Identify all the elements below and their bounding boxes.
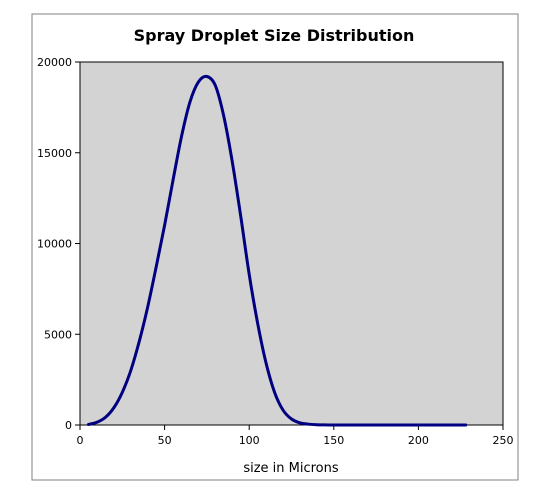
plot-area bbox=[79, 61, 504, 426]
y-axis: 0 5000 10000 15000 20000 bbox=[37, 56, 80, 432]
y-tick-label: 10000 bbox=[37, 238, 72, 251]
x-tick-label: 50 bbox=[158, 434, 172, 447]
series-line bbox=[86, 74, 468, 427]
y-tick-label: 15000 bbox=[37, 147, 72, 160]
y-tick-label: 5000 bbox=[44, 328, 72, 341]
x-tick-label: 250 bbox=[493, 434, 514, 447]
x-axis-label: size in Microns bbox=[243, 461, 339, 476]
y-tick-label: 0 bbox=[65, 419, 72, 432]
x-tick-label: 0 bbox=[77, 434, 84, 447]
x-tick-label: 200 bbox=[408, 434, 429, 447]
chart-title: Spray Droplet Size Distribution bbox=[134, 26, 415, 45]
x-axis: 0 50 100 150 200 250 bbox=[77, 425, 514, 447]
y-tick-label: 20000 bbox=[37, 56, 72, 69]
x-tick-label: 100 bbox=[239, 434, 260, 447]
x-tick-label: 150 bbox=[323, 434, 344, 447]
